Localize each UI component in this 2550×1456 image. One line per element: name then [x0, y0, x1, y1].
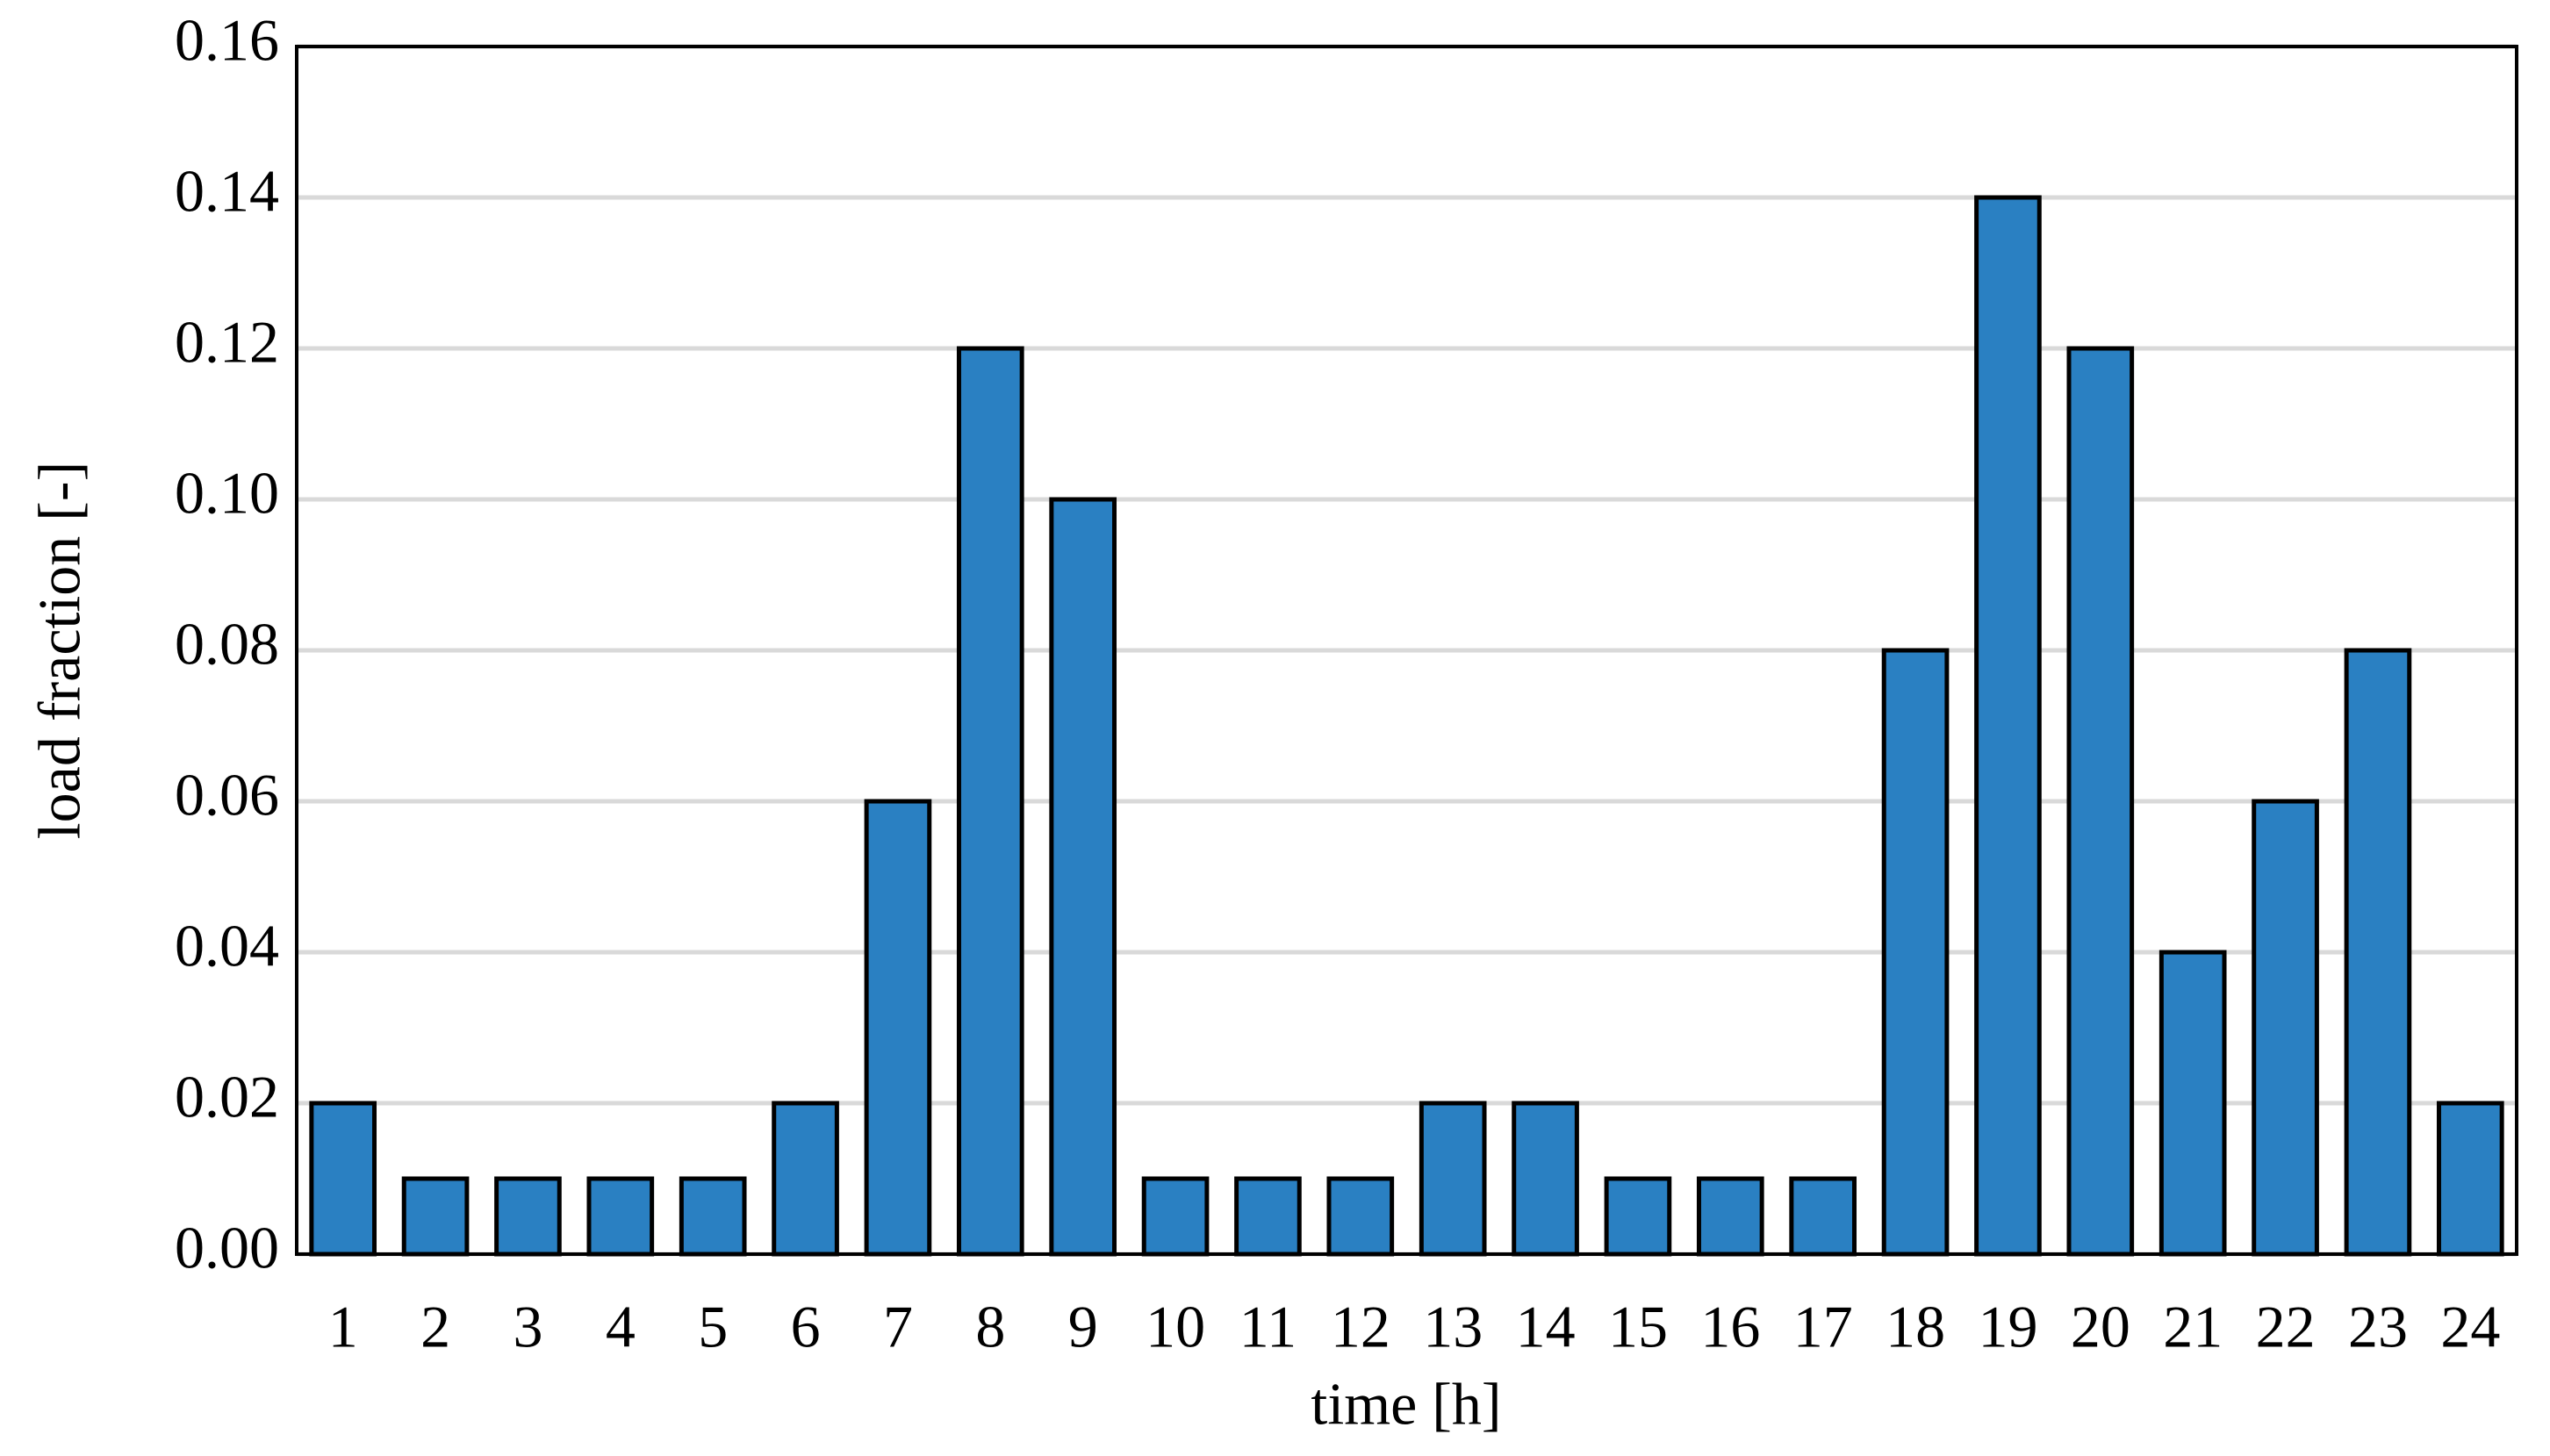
y-tick-label: 0.14 — [175, 158, 279, 225]
x-tick-label: 23 — [2348, 1294, 2408, 1360]
x-tick-label: 12 — [1331, 1294, 1390, 1360]
bar — [2066, 346, 2135, 1257]
y-tick-label: 0.08 — [175, 611, 279, 678]
bar — [1141, 1176, 1210, 1257]
x-tick-label: 13 — [1423, 1294, 1483, 1360]
x-tick-label: 20 — [2071, 1294, 2130, 1360]
y-tick-label: 0.04 — [175, 913, 279, 979]
bar — [586, 1176, 655, 1257]
x-tick-label: 21 — [2163, 1294, 2223, 1360]
x-tick-label: 9 — [1068, 1294, 1098, 1360]
y-tick-label: 0.12 — [175, 309, 279, 376]
bar — [1419, 1101, 1487, 1257]
bar — [864, 799, 932, 1257]
y-tick-label: 0.16 — [175, 7, 279, 74]
x-tick-label: 3 — [513, 1294, 542, 1360]
x-tick-label: 19 — [1978, 1294, 2037, 1360]
bar — [2344, 648, 2412, 1257]
x-tick-label: 14 — [1516, 1294, 1576, 1360]
bar — [1512, 1101, 1579, 1257]
x-tick-label: 7 — [883, 1294, 913, 1360]
x-tick-label: 11 — [1239, 1294, 1297, 1360]
x-tick-label: 15 — [1608, 1294, 1668, 1360]
x-tick-label: 24 — [2440, 1294, 2500, 1360]
y-tick-label: 0.02 — [175, 1064, 279, 1130]
bar — [1326, 1176, 1395, 1257]
bar — [1881, 648, 1950, 1257]
y-tick-label: 0.06 — [175, 762, 279, 828]
bar — [1049, 497, 1117, 1257]
y-tick-label: 0.10 — [175, 460, 279, 527]
bar — [956, 346, 1024, 1257]
x-tick-label: 6 — [791, 1294, 821, 1360]
bar — [1974, 195, 2042, 1257]
bar — [1604, 1176, 1672, 1257]
x-tick-label: 4 — [606, 1294, 636, 1360]
bar — [772, 1101, 839, 1257]
y-axis-title: load fraction [-] — [26, 462, 93, 839]
x-tick-label: 22 — [2256, 1294, 2316, 1360]
bar — [679, 1176, 747, 1257]
plot-frame — [295, 45, 2518, 1256]
bar — [494, 1176, 562, 1257]
x-tick-label: 2 — [420, 1294, 450, 1360]
x-tick-label: 18 — [1886, 1294, 1945, 1360]
bar — [401, 1176, 470, 1257]
x-axis-title: time [h] — [1311, 1371, 1501, 1438]
bar — [2252, 799, 2319, 1257]
x-tick-label: 17 — [1793, 1294, 1853, 1360]
bar — [2159, 950, 2227, 1257]
x-tick-label: 1 — [328, 1294, 358, 1360]
bar — [1234, 1176, 1302, 1257]
x-tick-label: 10 — [1146, 1294, 1205, 1360]
bar — [309, 1101, 377, 1257]
bar — [1789, 1176, 1857, 1257]
bar — [1696, 1176, 1764, 1257]
x-tick-label: 5 — [698, 1294, 728, 1360]
x-tick-label: 16 — [1700, 1294, 1760, 1360]
x-tick-label: 8 — [975, 1294, 1005, 1360]
bar — [2436, 1101, 2504, 1257]
y-tick-label: 0.00 — [175, 1215, 279, 1281]
